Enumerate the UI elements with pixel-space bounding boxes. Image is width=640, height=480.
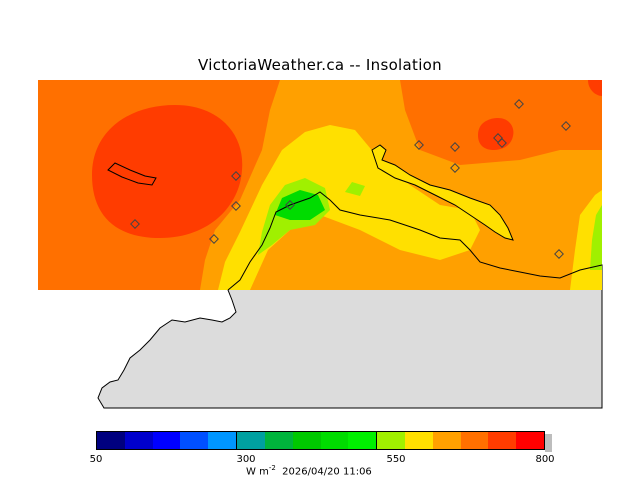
- colorbar-segment: [348, 432, 377, 449]
- field-high-left: [92, 105, 243, 238]
- colorbar-segment: [460, 432, 489, 449]
- station-marker: [414, 140, 424, 150]
- units-exponent: -2: [268, 464, 276, 472]
- inlet-water: [371, 144, 514, 241]
- colorbar-segment: [320, 432, 349, 449]
- field-green: [275, 190, 325, 220]
- colorbar-segment: [432, 432, 461, 449]
- station-marker: [285, 200, 295, 210]
- station-marker: [450, 163, 460, 173]
- station-marker: [514, 99, 524, 109]
- colorbar-segment: [180, 432, 209, 449]
- coastline: [227, 191, 603, 291]
- station-marker: [450, 142, 460, 152]
- field-lime-mid: [345, 182, 365, 196]
- colorbar-tick-800: 800: [535, 454, 555, 465]
- colorbar-shadow: [545, 434, 552, 452]
- colorbar-segment: [97, 432, 125, 449]
- lake-outline: [107, 162, 157, 186]
- station-marker: [209, 234, 219, 244]
- colorbar-segment: [292, 432, 321, 449]
- station-marker: [130, 219, 140, 229]
- colorbar-segment: [376, 432, 405, 449]
- colorbar-segment: [124, 432, 153, 449]
- units-text: W m: [246, 466, 269, 478]
- colorbar-tick-300: 300: [236, 454, 256, 465]
- colorbar-segment: [516, 432, 544, 449]
- colorbar-segment: [264, 432, 293, 449]
- timestamp: 2026/04/20 11:06: [282, 466, 372, 478]
- station-marker: [231, 171, 241, 181]
- colorbar-tick-550: 550: [386, 454, 406, 465]
- field-low: [218, 125, 480, 290]
- colorbar-segment: [152, 432, 181, 449]
- station-marker: [561, 121, 571, 131]
- colorbar-segment: [236, 432, 265, 449]
- colorbar-segment: [208, 432, 237, 449]
- station-markers: [130, 99, 571, 259]
- field-high-corner: [588, 80, 602, 96]
- units-label: W m-2 2026/04/20 11:06: [246, 464, 372, 477]
- station-marker: [554, 249, 564, 259]
- chart-title: VictoriaWeather.ca -- Insolation: [198, 56, 442, 74]
- station-marker: [497, 138, 507, 148]
- colorbar-segment: [404, 432, 433, 449]
- station-marker: [231, 201, 241, 211]
- colorbar: [96, 431, 545, 450]
- field-lime-right: [590, 205, 602, 270]
- colorbar-segment: [488, 432, 517, 449]
- colorbar-tick-50: 50: [89, 454, 103, 465]
